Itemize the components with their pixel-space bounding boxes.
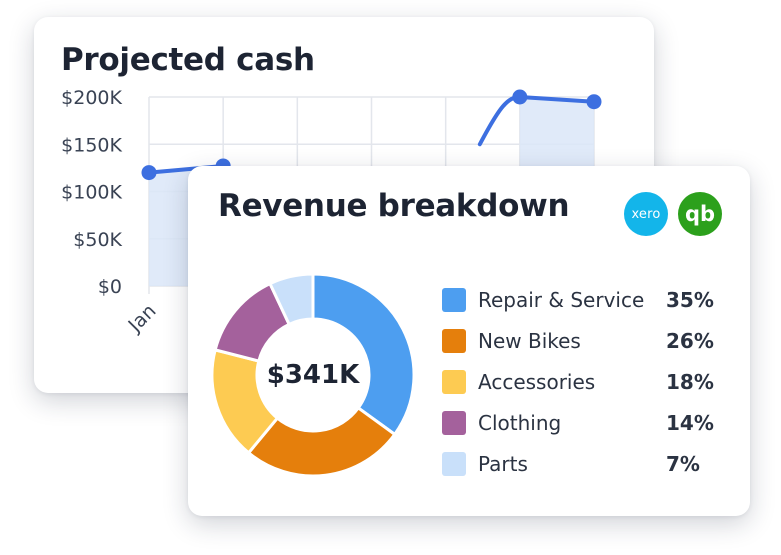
donut-slice-parts[interactable] — [268, 272, 315, 327]
donut-slice-new-bikes[interactable] — [246, 405, 397, 478]
legend-percent: 26% — [666, 329, 714, 354]
cash-point[interactable] — [141, 165, 157, 181]
cash-point[interactable] — [512, 89, 528, 105]
legend-swatch — [442, 410, 466, 435]
legend-item[interactable]: New Bikes 26% — [442, 321, 722, 362]
legend-label: Clothing — [478, 410, 562, 435]
legend-item[interactable]: Accessories 18% — [442, 362, 722, 403]
xero-logo-icon[interactable]: xero — [624, 192, 668, 236]
legend-swatch — [442, 369, 466, 394]
legend-item[interactable]: Parts 7% — [442, 443, 722, 484]
cash-y-tick-label: $50K — [73, 229, 122, 251]
cash-line-rise — [477, 95, 522, 147]
legend-swatch — [442, 451, 466, 476]
cash-y-tick-label: $0 — [98, 276, 122, 298]
legend-percent: 14% — [666, 410, 714, 435]
legend-label: Accessories — [478, 369, 596, 394]
cash-point[interactable] — [586, 94, 602, 110]
legend-item[interactable]: Clothing 14% — [442, 402, 722, 443]
cash-line-segment — [517, 95, 596, 104]
legend-swatch — [442, 288, 466, 313]
revenue-legend: Repair & Service 35% New Bikes 26% Accessori… — [442, 280, 722, 484]
cash-y-tick-label: $100K — [61, 182, 122, 204]
legend-percent: 18% — [666, 369, 714, 394]
quickbooks-logo-text: qb — [684, 202, 716, 226]
legend-label: Repair & Service — [478, 288, 645, 313]
revenue-donut-chart — [210, 272, 416, 478]
legend-percent: 7% — [666, 451, 700, 476]
legend-item[interactable]: Repair & Service 35% — [442, 280, 722, 321]
projected-cash-title: Projected cash — [61, 42, 315, 78]
donut-slice-repair-service[interactable] — [311, 272, 416, 437]
cash-y-tick-label: $200K — [61, 87, 122, 109]
revenue-breakdown-title: Revenue breakdown — [218, 188, 570, 224]
cash-x-tick-label: Jan — [124, 300, 161, 337]
legend-percent: 35% — [666, 288, 714, 313]
quickbooks-logo-icon[interactable]: qb — [678, 192, 722, 236]
cash-y-tick-label: $150K — [61, 134, 122, 156]
legend-label: Parts — [478, 451, 528, 476]
legend-swatch — [442, 329, 466, 354]
revenue-breakdown-card: Revenue breakdown xero qb $341K Repair &… — [188, 166, 750, 516]
xero-logo-text: xero — [631, 206, 661, 222]
legend-label: New Bikes — [478, 329, 581, 354]
